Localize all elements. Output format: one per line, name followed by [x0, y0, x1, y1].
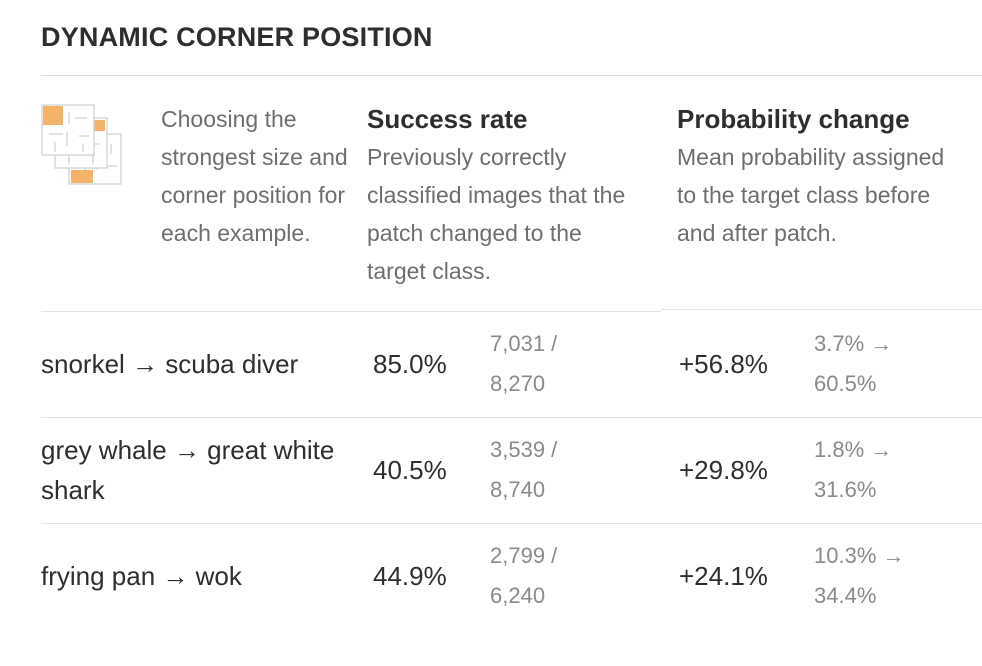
success-rate-value: 40.5%	[373, 454, 447, 485]
probability-before-after: 3.7% → 60.5%	[814, 331, 893, 396]
success-rate-heading: Success rate	[367, 104, 528, 134]
class-transition-label: frying pan → wok	[41, 561, 242, 591]
probability-change-heading: Probability change	[677, 104, 910, 134]
success-count: 2,799 / 6,240	[490, 543, 558, 608]
probability-before-after: 10.3% → 34.4%	[814, 543, 905, 608]
row-divider	[41, 417, 982, 418]
table-row: frying pan → wok 44.9% 2,799 / 6,240 +24…	[0, 523, 982, 629]
success-rate-value: 44.9%	[373, 560, 447, 591]
corner-patch-grid-icon	[41, 104, 123, 186]
section-title: DYNAMIC CORNER POSITION	[41, 22, 433, 52]
table-row: snorkel → scuba diver 85.0% 7,031 / 8,27…	[0, 311, 982, 417]
probability-change-header: Probability change Mean probability assi…	[677, 100, 967, 252]
table-row: grey whale → great white shark 40.5% 3,5…	[0, 417, 982, 523]
class-transition-label: grey whale → great white shark	[41, 435, 335, 505]
probability-change-value: +56.8%	[679, 348, 768, 379]
class-transition-label: snorkel → scuba diver	[41, 349, 299, 379]
method-description: Choosing the strongest size and corner p…	[161, 106, 348, 246]
success-rate-value: 85.0%	[373, 348, 447, 379]
success-count: 7,031 / 8,270	[490, 331, 558, 396]
success-rate-subtitle: Previously correctly classified images t…	[367, 144, 626, 284]
header-divider-left	[41, 311, 661, 312]
header-divider-right	[661, 309, 982, 310]
success-count: 3,539 / 8,740	[490, 437, 558, 502]
title-divider	[41, 75, 982, 76]
probability-change-subtitle: Mean probability assigned to the target …	[677, 144, 945, 246]
row-divider	[41, 523, 982, 524]
success-rate-header: Success rate Previously correctly classi…	[367, 100, 637, 290]
probability-before-after: 1.8% → 31.6%	[814, 437, 893, 502]
probability-change-value: +24.1%	[679, 560, 768, 591]
probability-change-value: +29.8%	[679, 454, 768, 485]
